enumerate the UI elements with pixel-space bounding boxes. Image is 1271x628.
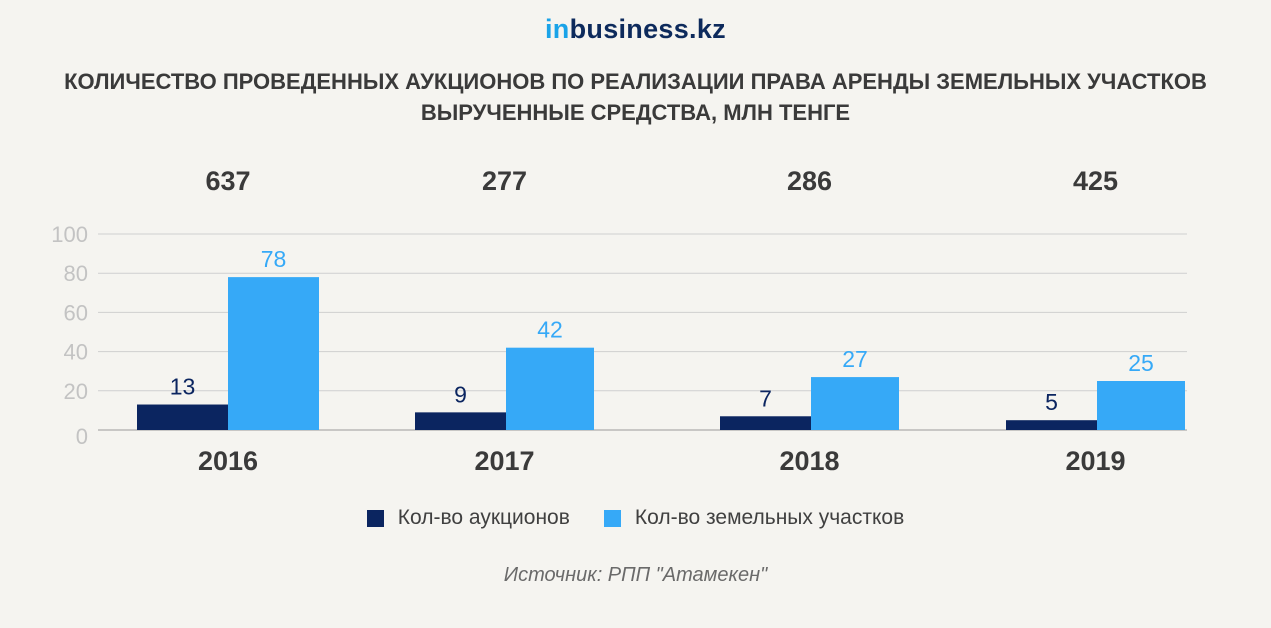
category-label-2018: 2018 (779, 446, 839, 476)
logo-in-text: in (545, 14, 570, 44)
data-label-auctions-2018: 7 (759, 385, 772, 411)
category-label-2019: 2019 (1065, 446, 1125, 476)
y-tick-label-80: 80 (64, 261, 88, 286)
top-value-2019: 425 (1073, 166, 1118, 196)
bar-auctions-2016 (137, 404, 228, 430)
data-label-plots-2016: 78 (261, 246, 287, 272)
legend-swatch-auctions (366, 509, 384, 527)
data-label-plots-2017: 42 (537, 317, 563, 343)
logo-rest-text: business.kz (569, 14, 726, 44)
bar-plots-2016 (228, 277, 319, 430)
bar-plots-2018 (811, 377, 899, 430)
chart-title-line2: Вырученные средства, млн тенге (420, 100, 851, 125)
legend-swatch-plots (603, 509, 621, 527)
y-tick-label-100: 100 (51, 222, 88, 247)
data-label-auctions-2019: 5 (1045, 389, 1058, 415)
y-tick-label-60: 60 (64, 300, 88, 325)
legend-label-plots: Кол-во земельных участков (634, 506, 905, 529)
y-tick-label-40: 40 (64, 340, 88, 365)
chart-title: Количество проведенных аукционов по реал… (0, 66, 1271, 128)
data-label-plots-2019: 25 (1128, 350, 1154, 376)
bar-auctions-2019 (1006, 420, 1097, 430)
y-tick-label-0: 0 (76, 424, 88, 449)
bar-plots-2019 (1097, 381, 1185, 430)
data-label-auctions-2017: 9 (454, 381, 467, 407)
data-label-plots-2018: 27 (842, 346, 868, 372)
category-label-2016: 2016 (198, 446, 258, 476)
top-value-2016: 637 (205, 166, 250, 196)
chart-title-line1: Количество проведенных аукционов по реал… (64, 69, 1207, 94)
y-tick-label-20: 20 (64, 379, 88, 404)
legend-label-auctions: Кол-во аукционов (397, 506, 570, 529)
legend-item-auctions: Кол-во аукционов (366, 506, 570, 530)
legend-item-plots: Кол-во земельных участков (603, 506, 905, 530)
bar-auctions-2017 (415, 412, 506, 430)
brand-logo: inbusiness.kz (0, 14, 1271, 45)
bar-auctions-2018 (720, 416, 811, 430)
chart-legend: Кол-во аукционов Кол-во земельных участк… (0, 506, 1271, 530)
source-note: Источник: РПП "Атамекен" (503, 564, 768, 586)
top-value-2018: 286 (787, 166, 832, 196)
category-label-2017: 2017 (474, 446, 534, 476)
data-label-auctions-2016: 13 (170, 374, 196, 400)
top-value-2017: 277 (482, 166, 527, 196)
bar-plots-2017 (506, 347, 594, 430)
